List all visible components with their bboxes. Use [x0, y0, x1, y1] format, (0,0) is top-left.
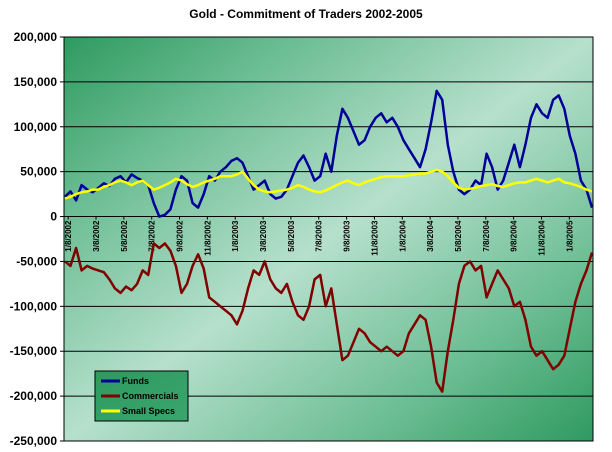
legend-label-funds: Funds — [122, 376, 149, 386]
series-lines — [64, 89, 594, 393]
y-axis: 200,000 150,000 100,000 50,000 0 -50,000 -100,… — [10, 30, 64, 448]
x-tick-label: 9/8/2004 — [510, 220, 519, 252]
series-line-small-specs — [64, 168, 593, 200]
y-tick-label: -200,000 — [10, 389, 58, 403]
y-tick-label: -50,000 — [16, 254, 57, 268]
series-line-commercials — [64, 242, 594, 393]
x-tick-label: 11/8/2003 — [370, 220, 379, 256]
y-tick-label: 150,000 — [14, 75, 58, 89]
chart-title: Gold - Commitment of Traders 2002-2005 — [189, 7, 423, 21]
x-tick-label: 9/8/2002 — [176, 220, 185, 252]
y-tick-label: 200,000 — [14, 30, 58, 44]
x-tick-label: 5/8/2002 — [120, 220, 129, 252]
legend-label-small-specs: Small Specs — [122, 406, 175, 416]
x-tick-label: 3/8/2004 — [426, 220, 435, 252]
y-tick-label: -150,000 — [10, 344, 58, 358]
x-axis: 1/8/2002 3/8/2002 5/8/2002 7/8/2002 9/8/2002… — [64, 216, 574, 256]
x-tick-label: 1/8/2003 — [231, 220, 240, 252]
x-tick-label: 3/8/2002 — [92, 220, 101, 252]
x-tick-label: 1/8/2004 — [398, 220, 407, 252]
x-tick-label: 11/8/2002 — [203, 220, 212, 256]
y-tick-label: 50,000 — [20, 165, 57, 179]
x-tick-label: 1/8/2002 — [64, 220, 73, 252]
x-tick-label: 9/8/2003 — [343, 220, 352, 252]
legend-label-commercials: Commercials — [122, 391, 179, 401]
series-line-funds — [64, 89, 594, 218]
x-tick-label: 11/8/2004 — [537, 220, 546, 256]
legend: Funds Commercials Small Specs — [94, 370, 189, 422]
x-tick-label: 3/8/2003 — [259, 220, 268, 252]
x-tick-label: 5/8/2003 — [287, 220, 296, 252]
y-tick-label: 0 — [50, 210, 57, 224]
y-tick-label: -250,000 — [10, 434, 58, 448]
x-tick-label: 1/8/2005 — [565, 220, 574, 252]
x-tick-label: 7/8/2002 — [148, 220, 157, 252]
y-tick-label: 100,000 — [14, 120, 58, 134]
y-tick-label: -100,000 — [10, 299, 58, 313]
x-tick-label: 7/8/2004 — [482, 220, 491, 252]
plot-border — [63, 36, 594, 442]
x-tick-label: 5/8/2004 — [454, 220, 463, 252]
x-tick-label: 7/8/2003 — [315, 220, 324, 252]
